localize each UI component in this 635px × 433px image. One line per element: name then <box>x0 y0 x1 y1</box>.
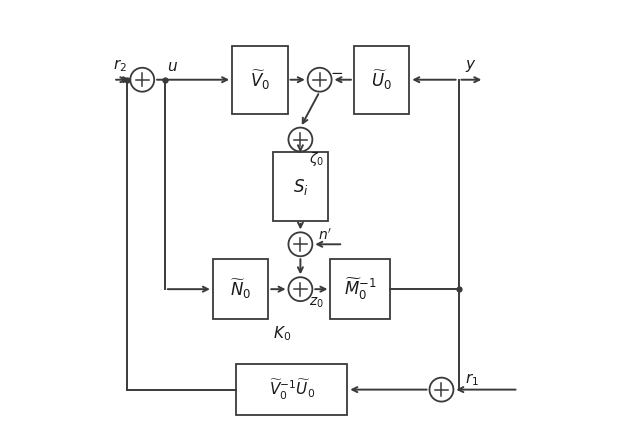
Text: $-$: $-$ <box>330 64 344 79</box>
Text: $\widetilde{N}_0$: $\widetilde{N}_0$ <box>230 277 251 301</box>
Text: $\widetilde{V}_0$: $\widetilde{V}_0$ <box>250 68 270 92</box>
Text: $\widetilde{V}_0^{-1}\widetilde{U}_0$: $\widetilde{V}_0^{-1}\widetilde{U}_0$ <box>269 378 315 402</box>
Circle shape <box>429 378 453 401</box>
Text: $S_i$: $S_i$ <box>293 177 308 197</box>
Circle shape <box>308 68 331 92</box>
FancyBboxPatch shape <box>272 152 328 221</box>
FancyBboxPatch shape <box>232 45 288 114</box>
FancyBboxPatch shape <box>330 259 390 319</box>
Text: $z_0$: $z_0$ <box>309 296 324 310</box>
Text: $r_1$: $r_1$ <box>465 372 479 388</box>
FancyBboxPatch shape <box>354 45 410 114</box>
FancyBboxPatch shape <box>213 259 269 319</box>
Circle shape <box>288 128 312 152</box>
Text: $u$: $u$ <box>167 58 178 74</box>
Text: $\widetilde{U}_0$: $\widetilde{U}_0$ <box>371 68 392 92</box>
Circle shape <box>130 68 154 92</box>
Circle shape <box>288 233 312 256</box>
Text: $n^{\prime}$: $n^{\prime}$ <box>318 228 331 243</box>
Text: $\widetilde{M}_0^{-1}$: $\widetilde{M}_0^{-1}$ <box>344 276 377 302</box>
Text: $r_2$: $r_2$ <box>113 58 127 74</box>
Circle shape <box>288 277 312 301</box>
Text: $y$: $y$ <box>465 58 476 74</box>
Text: $K_0$: $K_0$ <box>272 325 291 343</box>
FancyBboxPatch shape <box>236 364 347 415</box>
Text: $\zeta_0$: $\zeta_0$ <box>309 150 324 168</box>
